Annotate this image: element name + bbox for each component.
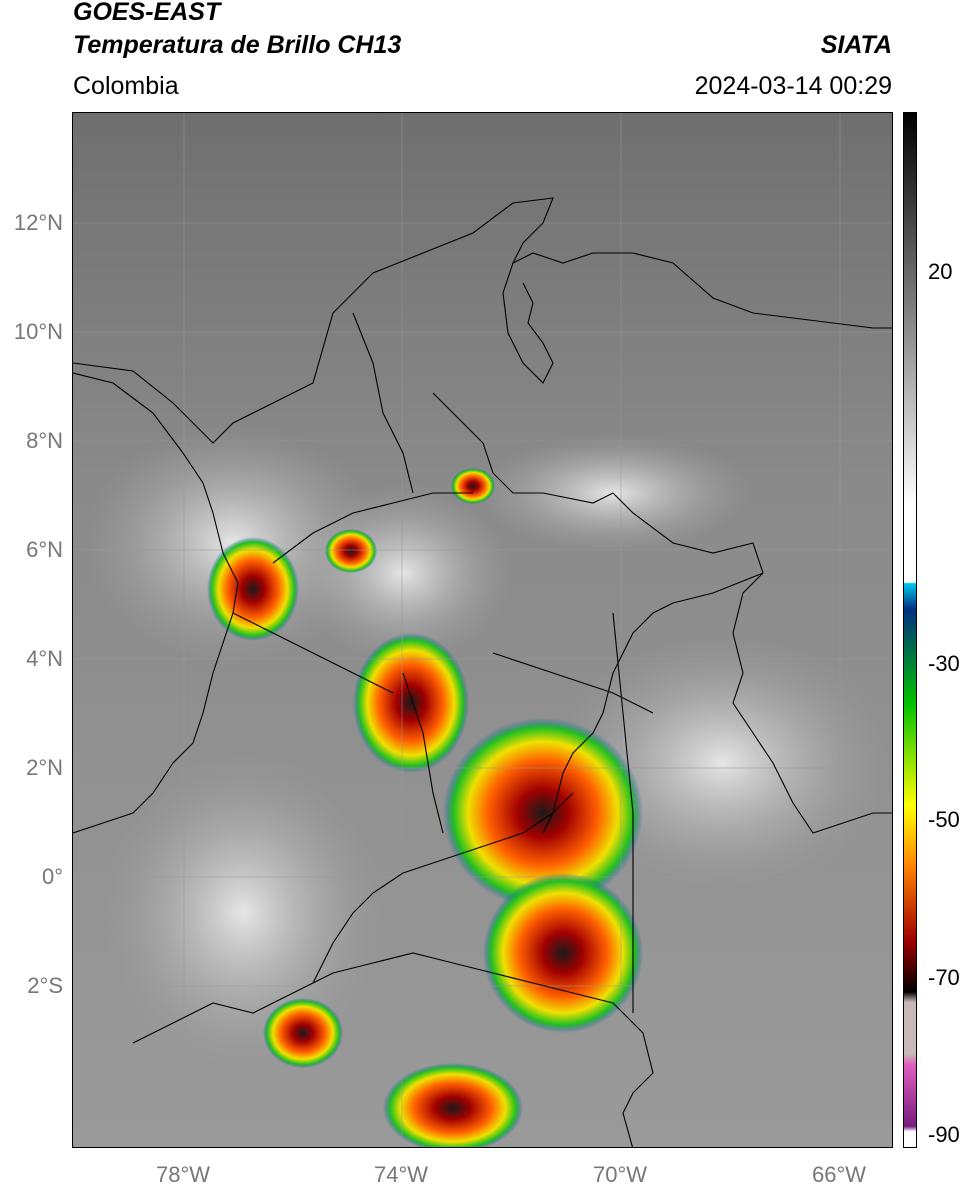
colorbar-label: 20: [928, 259, 953, 284]
lat-label: 8°N: [26, 428, 63, 453]
storm-cell: [325, 529, 377, 573]
lon-label: 78°W: [155, 1162, 211, 1187]
lat-label: 0°: [41, 864, 63, 889]
colorbar-label: -50: [928, 807, 960, 832]
satellite-title: GOES-EAST: [73, 0, 221, 26]
lat-label: 6°N: [26, 537, 63, 562]
lat-label: 4°N: [26, 646, 63, 671]
datetime-label: 2024-03-14 00:29: [694, 72, 892, 100]
region-label: Colombia: [73, 72, 179, 100]
lat-label: 12°N: [13, 210, 63, 235]
satellite-map[interactable]: [72, 112, 893, 1148]
product-title: Temperatura de Brillo CH13: [73, 31, 402, 59]
colorbar-label: -70: [928, 965, 960, 990]
lat-label: 2°N: [26, 755, 63, 780]
storm-cell: [383, 1063, 523, 1147]
temperature-colorbar: [903, 112, 917, 1148]
storm-cell: [443, 718, 643, 908]
lat-label: 10°N: [13, 319, 63, 344]
storm-cell: [207, 537, 299, 641]
lon-label: 74°W: [373, 1162, 429, 1187]
colorbar-label: -30: [928, 651, 960, 676]
storm-cell: [353, 633, 469, 773]
storm-cell: [263, 998, 343, 1068]
border-lines: [73, 197, 892, 1147]
storm-cell: [483, 873, 643, 1033]
brightness-temperature-image: [73, 113, 892, 1147]
storm-cell: [451, 468, 495, 504]
lon-label: 70°W: [592, 1162, 648, 1187]
colorbar-label: -90: [928, 1122, 960, 1147]
source-label: SIATA: [820, 31, 892, 59]
lat-label: 2°S: [27, 973, 63, 998]
gridlines: [73, 113, 892, 1147]
lon-label: 66°W: [811, 1162, 867, 1187]
